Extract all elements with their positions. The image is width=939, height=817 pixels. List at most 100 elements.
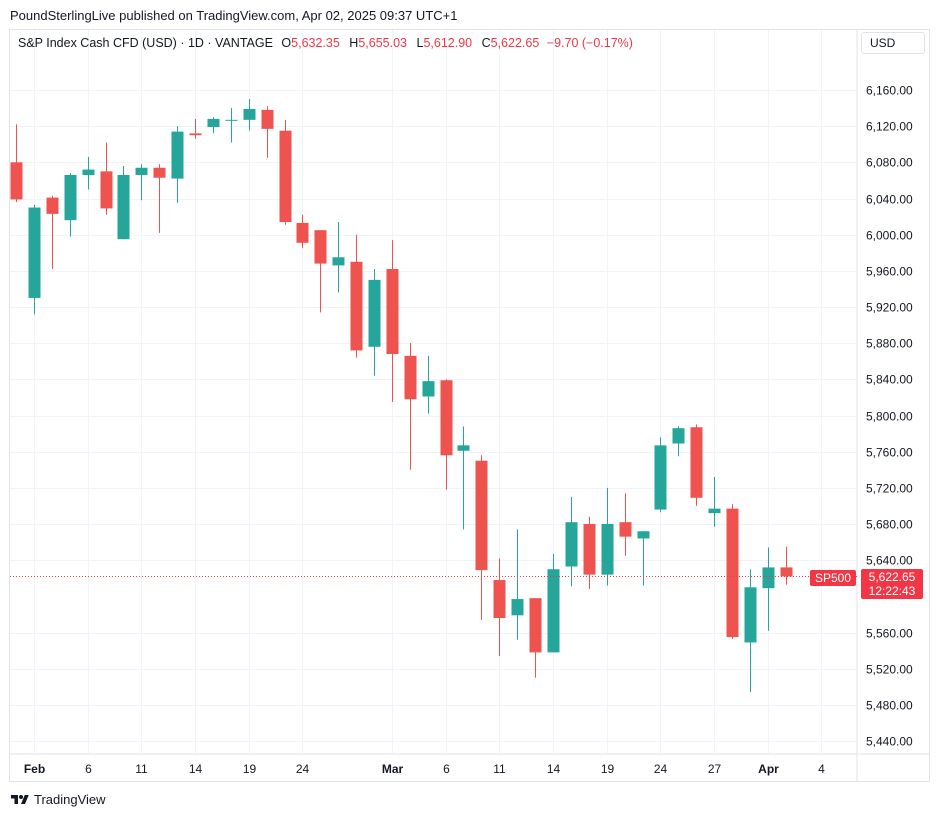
candle-body <box>529 598 542 653</box>
candle <box>726 504 739 639</box>
candle-body <box>422 381 435 397</box>
publication-line: PoundSterlingLive published on TradingVi… <box>10 8 458 23</box>
candle-body <box>511 599 524 616</box>
candle <box>547 553 560 653</box>
time-tick-label: 27 <box>708 762 722 776</box>
candle-body <box>493 580 506 619</box>
candle-body <box>189 133 202 136</box>
candle-body <box>261 109 274 129</box>
candle <box>135 164 148 201</box>
candle-body <box>350 261 363 351</box>
candle <box>350 234 363 358</box>
candle <box>493 558 506 657</box>
candle-body <box>404 355 417 400</box>
symbol-title: S&P Index Cash CFD (USD) · 1D · VANTAGE <box>18 36 273 50</box>
candle <box>708 476 721 527</box>
candle-body <box>135 167 148 175</box>
time-tick-label: Apr <box>758 762 779 776</box>
candle <box>171 126 184 204</box>
candle-body <box>117 174 130 240</box>
candle-body <box>368 279 381 347</box>
candle-body <box>475 460 488 571</box>
candle <box>440 379 453 490</box>
candle-body <box>46 197 59 214</box>
candle-body <box>457 445 470 451</box>
candle <box>690 424 703 506</box>
candle-body <box>332 257 345 266</box>
candle-body <box>547 569 560 653</box>
candle-body <box>583 524 596 575</box>
symbol-price-tag: SP500 <box>810 570 856 586</box>
time-tick-label: 11 <box>135 762 148 776</box>
price-axis: 6,160.00 6,120.00 6,080.00 6,040.00 6,000.00… <box>866 84 913 749</box>
time-tick-label: 4 <box>818 762 825 776</box>
candle <box>457 426 470 530</box>
footer: TradingView <box>10 792 106 807</box>
candle-body <box>10 162 23 200</box>
price-tick-label: 5,880.00 <box>866 337 913 351</box>
candle-body <box>207 118 220 128</box>
candle-body <box>744 587 757 643</box>
candle <box>10 124 23 203</box>
price-tick-label: 6,040.00 <box>866 193 913 207</box>
price-tick-label: 6,000.00 <box>866 229 913 243</box>
candle-body <box>654 445 667 510</box>
candle <box>654 437 667 513</box>
currency-button[interactable]: USD <box>861 32 925 54</box>
candle <box>404 343 417 470</box>
candle <box>422 355 435 414</box>
candle <box>279 119 292 225</box>
last-price-tag: 5,622.65 12:22:43 <box>861 569 923 599</box>
candle-body <box>100 171 113 209</box>
time-tick-label: 24 <box>296 762 310 776</box>
grid <box>9 29 930 782</box>
candle <box>332 222 345 293</box>
footer-brand: TradingView <box>34 792 106 807</box>
candle <box>601 487 614 586</box>
time-tick-label: 24 <box>654 762 668 776</box>
high-label: H <box>349 36 359 50</box>
candle-body <box>619 522 632 537</box>
price-tick-label: 6,160.00 <box>866 84 913 98</box>
time-tick-label: 14 <box>189 762 203 776</box>
open-label: O <box>281 36 292 50</box>
price-tick-label: 5,640.00 <box>866 554 913 568</box>
candle <box>28 204 41 315</box>
candle-body <box>565 522 578 567</box>
candle <box>225 108 238 143</box>
countdown-timer: 12:22:43 <box>868 584 916 598</box>
candle-body <box>601 524 614 575</box>
candle-body <box>726 508 739 638</box>
candle <box>314 230 327 313</box>
close-label: C <box>481 36 491 50</box>
candle <box>46 195 59 270</box>
candle-body <box>690 427 703 498</box>
candle-body <box>64 174 77 221</box>
candle-body <box>153 167 166 178</box>
candle-body <box>171 131 184 179</box>
chart-frame[interactable] <box>9 29 930 782</box>
price-tick-label: 5,440.00 <box>866 735 913 749</box>
candle-body <box>279 130 292 223</box>
candle <box>153 164 166 233</box>
candle <box>511 529 524 640</box>
time-tick-label: 14 <box>547 762 561 776</box>
candle-body <box>296 222 309 243</box>
time-tick-label: 19 <box>243 762 257 776</box>
price-tick-label: 5,840.00 <box>866 373 913 387</box>
high-value: 5,655.03 <box>358 36 407 50</box>
chart-legend: S&P Index Cash CFD (USD) · 1D · VANTAGE … <box>18 36 633 50</box>
time-tick-label: 19 <box>601 762 615 776</box>
candle-body <box>225 119 238 121</box>
tradingview-logo-icon <box>11 794 29 804</box>
price-tick-label: 6,120.00 <box>866 120 913 134</box>
candle <box>637 531 650 586</box>
candle-body <box>386 269 399 355</box>
candle-body <box>708 508 721 514</box>
open-value: 5,632.35 <box>291 36 340 50</box>
price-tick-label: 5,800.00 <box>866 410 913 424</box>
time-tick-label: Mar <box>382 762 404 776</box>
candle <box>117 165 130 240</box>
candle-body <box>637 531 650 539</box>
